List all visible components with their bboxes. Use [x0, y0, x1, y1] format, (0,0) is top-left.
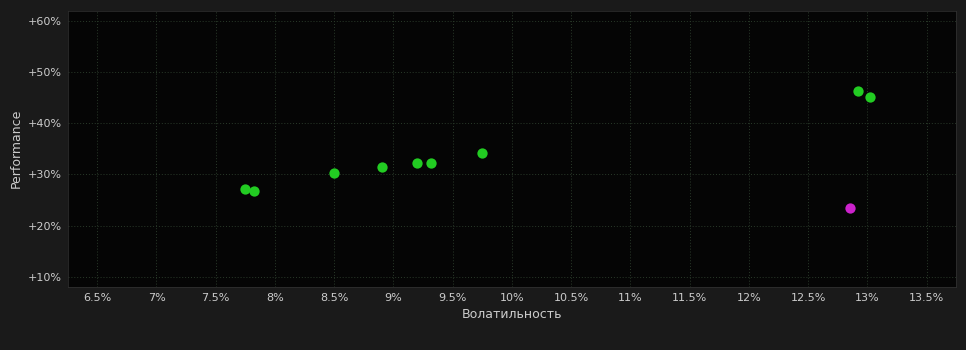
Point	[474, 150, 490, 156]
X-axis label: Волатильность: Волатильность	[462, 308, 562, 321]
Point	[862, 94, 877, 99]
Point	[850, 88, 866, 94]
Y-axis label: Performance: Performance	[10, 109, 22, 188]
Point	[238, 186, 253, 191]
Point	[246, 188, 262, 194]
Point	[842, 205, 858, 210]
Point	[374, 164, 389, 169]
Point	[327, 170, 342, 176]
Point	[410, 160, 425, 166]
Point	[424, 160, 440, 166]
